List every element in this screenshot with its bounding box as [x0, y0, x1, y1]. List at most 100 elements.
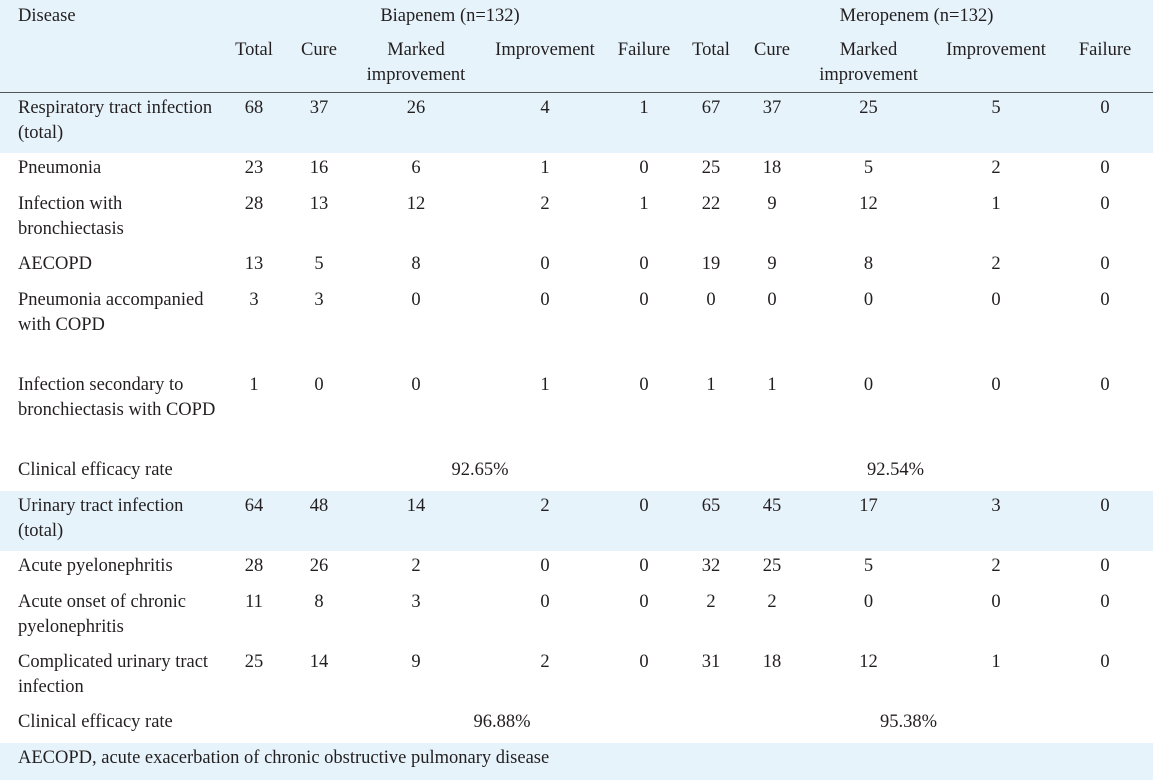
- disease-cell: Respiratory tract infection (total): [0, 93, 220, 154]
- biapenem-value-cell: 3: [350, 587, 482, 647]
- biapenem-value-cell: 11: [220, 587, 288, 647]
- disease-cell: Urinary tract infection (total): [0, 491, 220, 551]
- meropenem-value-cell: 45: [742, 491, 802, 551]
- footnote: AECOPD, acute exacerbation of chronic ob…: [0, 743, 1153, 780]
- biapenem-value-cell: 48: [288, 491, 350, 551]
- table-row: Infection secondary to bronchiectasis wi…: [0, 370, 1153, 455]
- disease-cell: AECOPD: [0, 249, 220, 285]
- meropenem-value-cell: 31: [680, 647, 742, 707]
- biapenem-value-cell: 1: [220, 370, 288, 455]
- biapenem-value-cell: 26: [288, 551, 350, 587]
- col-header-marked-improvement: Marked improvement: [802, 35, 935, 93]
- biapenem-value-cell: 8: [350, 249, 482, 285]
- meropenem-value-cell: 12: [802, 647, 935, 707]
- biapenem-value-cell: 64: [220, 491, 288, 551]
- disease-cell: Pneumonia accompanied with COPD: [0, 285, 220, 370]
- meropenem-value-cell: 9: [742, 189, 802, 249]
- biapenem-value-cell: 14: [350, 491, 482, 551]
- meropenem-value-cell: 65: [680, 491, 742, 551]
- meropenem-value-cell: 0: [1057, 285, 1153, 370]
- biapenem-value-cell: 0: [482, 285, 608, 370]
- meropenem-value-cell: 0: [680, 285, 742, 370]
- biapenem-value-cell: 28: [220, 551, 288, 587]
- biapenem-value-cell: 2: [350, 551, 482, 587]
- biapenem-value-cell: 1: [608, 93, 680, 154]
- meropenem-value-cell: 0: [1057, 249, 1153, 285]
- meropenem-value-cell: 67: [680, 93, 742, 154]
- biapenem-value-cell: 13: [220, 249, 288, 285]
- meropenem-value-cell: 25: [680, 153, 742, 189]
- biapenem-efficacy-rate: 96.88%: [220, 707, 680, 743]
- header-group-row: Disease Biapenem (n=132) Meropenem (n=13…: [0, 0, 1153, 35]
- meropenem-value-cell: 18: [742, 647, 802, 707]
- efficacy-label: Clinical efficacy rate: [0, 455, 220, 491]
- meropenem-value-cell: 2: [935, 249, 1057, 285]
- biapenem-value-cell: 3: [288, 285, 350, 370]
- meropenem-value-cell: 0: [742, 285, 802, 370]
- biapenem-value-cell: 28: [220, 189, 288, 249]
- meropenem-value-cell: 0: [1057, 153, 1153, 189]
- biapenem-value-cell: 23: [220, 153, 288, 189]
- disease-cell: Pneumonia: [0, 153, 220, 189]
- biapenem-value-cell: 3: [220, 285, 288, 370]
- biapenem-value-cell: 37: [288, 93, 350, 154]
- biapenem-value-cell: 0: [608, 587, 680, 647]
- footnote-row: AECOPD, acute exacerbation of chronic ob…: [0, 743, 1153, 780]
- meropenem-efficacy-rate: 92.54%: [680, 455, 1153, 491]
- biapenem-value-cell: 26: [350, 93, 482, 154]
- biapenem-value-cell: 14: [288, 647, 350, 707]
- header-disease: Disease: [0, 0, 220, 35]
- meropenem-value-cell: 5: [802, 551, 935, 587]
- meropenem-value-cell: 0: [1057, 491, 1153, 551]
- biapenem-efficacy-rate: 92.65%: [220, 455, 680, 491]
- col-header-failure: Failure: [1057, 35, 1153, 93]
- col-header-improvement: Improvement: [935, 35, 1057, 93]
- col-header-marked-improvement: Marked improvement: [350, 35, 482, 93]
- biapenem-value-cell: 0: [482, 249, 608, 285]
- biapenem-value-cell: 9: [350, 647, 482, 707]
- biapenem-value-cell: 4: [482, 93, 608, 154]
- meropenem-value-cell: 0: [1057, 370, 1153, 455]
- biapenem-value-cell: 0: [608, 491, 680, 551]
- biapenem-value-cell: 0: [608, 153, 680, 189]
- biapenem-value-cell: 1: [482, 370, 608, 455]
- meropenem-value-cell: 37: [742, 93, 802, 154]
- biapenem-value-cell: 1: [608, 189, 680, 249]
- meropenem-value-cell: 9: [742, 249, 802, 285]
- meropenem-value-cell: 0: [935, 370, 1057, 455]
- biapenem-value-cell: 25: [220, 647, 288, 707]
- biapenem-value-cell: 0: [608, 551, 680, 587]
- meropenem-value-cell: 0: [1057, 647, 1153, 707]
- col-header-improvement: Improvement: [482, 35, 608, 93]
- meropenem-value-cell: 5: [802, 153, 935, 189]
- header-column-row: Total Cure Marked improvement Improvemen…: [0, 35, 1153, 93]
- meropenem-value-cell: 32: [680, 551, 742, 587]
- meropenem-value-cell: 0: [1057, 93, 1153, 154]
- col-header-total: Total: [220, 35, 288, 93]
- disease-cell: Infection secondary to bronchiectasis wi…: [0, 370, 220, 455]
- meropenem-value-cell: 1: [935, 189, 1057, 249]
- meropenem-value-cell: 22: [680, 189, 742, 249]
- header-group-biapenem: Biapenem (n=132): [220, 0, 680, 35]
- biapenem-value-cell: 2: [482, 647, 608, 707]
- biapenem-value-cell: 2: [482, 189, 608, 249]
- meropenem-value-cell: 0: [802, 587, 935, 647]
- meropenem-value-cell: 2: [935, 153, 1057, 189]
- biapenem-value-cell: 68: [220, 93, 288, 154]
- header-group-meropenem: Meropenem (n=132): [680, 0, 1153, 35]
- biapenem-value-cell: 0: [350, 370, 482, 455]
- biapenem-value-cell: 0: [482, 551, 608, 587]
- biapenem-value-cell: 0: [288, 370, 350, 455]
- meropenem-value-cell: 0: [935, 285, 1057, 370]
- disease-cell: Acute pyelonephritis: [0, 551, 220, 587]
- meropenem-value-cell: 3: [935, 491, 1057, 551]
- meropenem-value-cell: 0: [1057, 551, 1153, 587]
- biapenem-value-cell: 0: [350, 285, 482, 370]
